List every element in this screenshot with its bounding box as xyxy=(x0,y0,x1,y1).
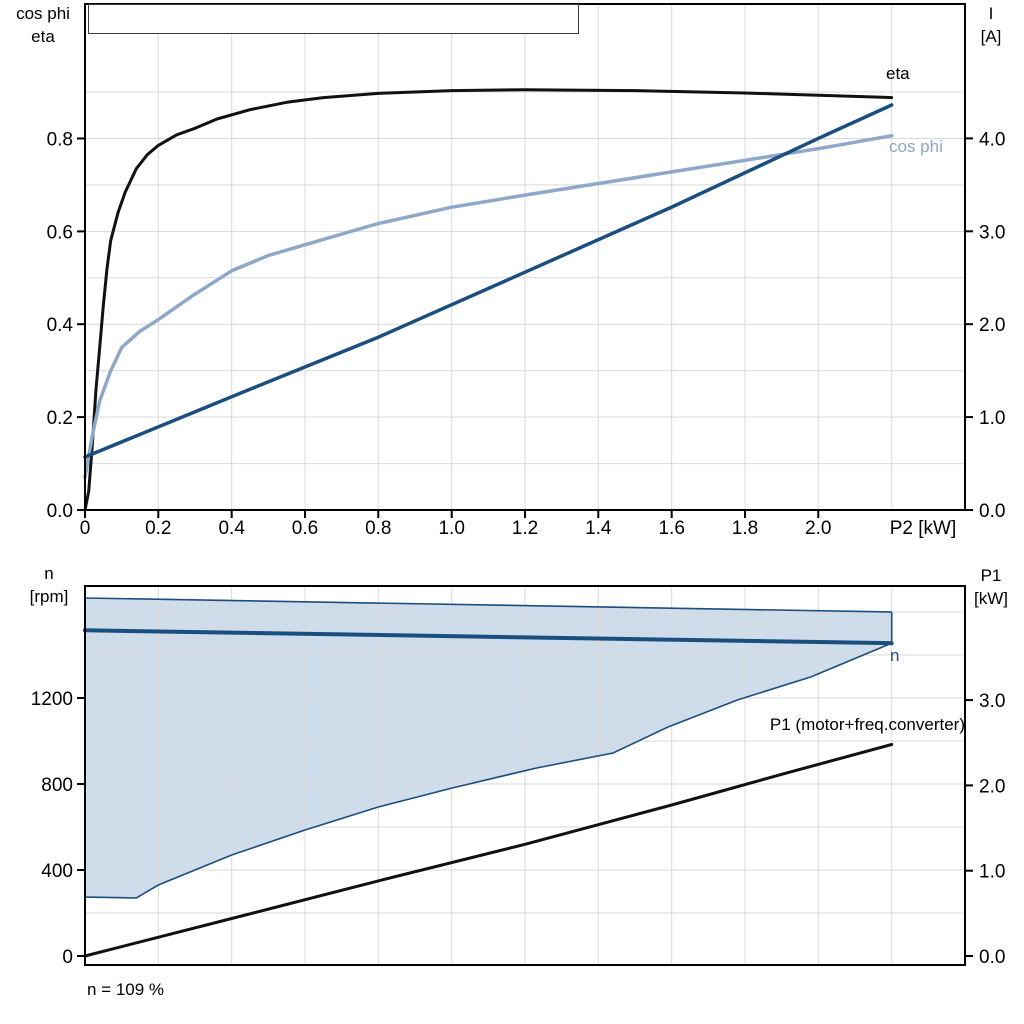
tick-label: 800 xyxy=(41,775,73,796)
tick-label: 0 xyxy=(62,947,73,968)
series-eta xyxy=(83,88,894,512)
series-cos_phi xyxy=(83,133,894,480)
tick-label: 0.0 xyxy=(47,501,73,522)
eta-curve-label: eta xyxy=(886,64,910,83)
tick-label: 1.2 xyxy=(512,518,538,539)
bottom-chart: 0 400 800 1200 0.0 1.0 2.0 3.0 xyxy=(31,585,1005,968)
tick-label: 0.2 xyxy=(145,518,171,539)
bottom-left-axis-unit-label: [rpm] xyxy=(29,587,69,606)
tick-label: 1.0 xyxy=(979,862,1005,883)
speed-control-range-fill xyxy=(85,598,892,898)
tick-label: 0.6 xyxy=(292,518,318,539)
bottom-right-axis-label-p1: P1 xyxy=(980,566,1002,585)
tick-label: 1.4 xyxy=(585,518,612,539)
tick-label: 0.0 xyxy=(979,501,1005,522)
tick-label: 400 xyxy=(41,861,73,882)
series-current xyxy=(83,103,894,459)
bottom-left-axis-label-n: n xyxy=(44,564,54,583)
tick-label: 2.0 xyxy=(979,315,1005,336)
tick-label: 1.8 xyxy=(732,518,758,539)
top-right-axis-label-current: I xyxy=(988,4,994,23)
tick-label: 0.8 xyxy=(365,518,391,539)
top-left-axis-label-cosphi: cos phi xyxy=(16,4,70,23)
tick-label: 0 xyxy=(80,518,91,539)
tick-label: 0.4 xyxy=(47,315,74,336)
plot-frame xyxy=(84,585,966,966)
speed-control-range-upper-edge xyxy=(84,597,892,613)
tick-label: 3.0 xyxy=(979,222,1005,243)
cosphi-curve-label: cos phi xyxy=(889,137,943,156)
tick-label: 0.2 xyxy=(47,408,73,429)
speed-control-range-lower-edge xyxy=(84,642,893,899)
top-chart: 0.0 0.2 0.4 0.6 0.8 0.0 1.0 2.0 3.0 4.0 0 0.2 0.4 0.6… xyxy=(47,3,1005,539)
x-axis-label-p2: P2 [kW] xyxy=(889,518,957,539)
tick-label: 3.0 xyxy=(979,691,1005,712)
tick-label: 1200 xyxy=(31,689,73,710)
tick-label: 4.0 xyxy=(979,129,1005,150)
title-box: NKE50-250/221 + 100LB 2.2 kW 3*400 V, 50… xyxy=(88,4,579,34)
tick-label: 1.6 xyxy=(658,518,684,539)
series-P1 xyxy=(83,743,894,958)
tick-label: 2.0 xyxy=(979,776,1005,797)
p1-curve-label: P1 (motor+freq.converter) xyxy=(769,715,965,734)
tick-label: 0.0 xyxy=(979,947,1005,968)
top-right-axis-unit-label: [A] xyxy=(980,27,1002,46)
tick-label: 0.4 xyxy=(218,518,245,539)
tick-label: 1.0 xyxy=(979,408,1005,429)
tick-label: 2.0 xyxy=(805,518,831,539)
tick-label: 0.6 xyxy=(47,222,73,243)
top-left-axis-label-eta: eta xyxy=(31,27,55,46)
tick-label: 0.8 xyxy=(47,130,73,151)
speed-annotation: n = 109 % xyxy=(87,980,165,999)
n-curve-label: n xyxy=(890,646,900,665)
bottom-right-axis-unit-label: [kW] xyxy=(974,589,1008,608)
series-n xyxy=(83,628,894,646)
tick-label: 1.0 xyxy=(438,518,464,539)
